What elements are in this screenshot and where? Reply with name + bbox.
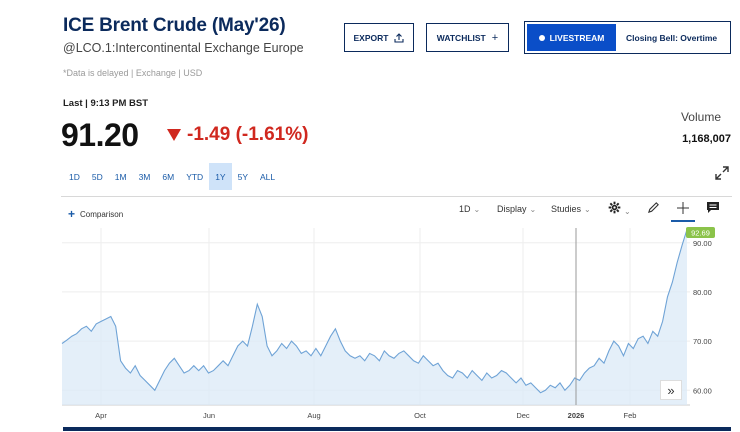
interval-dropdown[interactable]: 1D ⌄	[459, 204, 480, 214]
double-chevron-right-icon: »	[667, 382, 675, 398]
crosshair-active-underline	[671, 220, 695, 222]
range-6m[interactable]: 6M	[162, 171, 175, 182]
plus-icon: +	[68, 207, 76, 221]
last-update-time: Last | 9:13 PM BST	[63, 98, 149, 109]
range-ytd[interactable]: YTD	[186, 171, 204, 182]
down-arrow-icon	[167, 129, 181, 141]
scroll-right-button[interactable]: »	[660, 380, 682, 400]
comparison-button[interactable]: + Comparison	[68, 207, 123, 221]
display-label: Display	[497, 204, 527, 214]
chart-frame	[61, 196, 732, 428]
delayed-note: *Data is delayed | Exchange | USD	[63, 68, 203, 78]
chevron-down-icon: ⌄	[473, 205, 481, 214]
exchange-subtitle: @LCO.1:Intercontinental Exchange Europe	[63, 41, 304, 55]
chevron-down-icon: ⌄	[584, 205, 591, 214]
volume-value: 1,168,007	[682, 133, 731, 145]
range-1d[interactable]: 1D	[69, 171, 80, 182]
settings-dropdown[interactable]: ⌄	[608, 201, 631, 217]
range-selector: 1D 5D 1M 3M 6M YTD 1Y 5Y ALL	[63, 163, 281, 190]
price-change-value: -1.49 (-1.61%)	[187, 124, 309, 145]
range-1y[interactable]: 1Y	[209, 163, 232, 190]
crosshair-icon	[677, 202, 689, 214]
comment-button[interactable]	[706, 201, 720, 217]
range-all[interactable]: ALL	[260, 171, 276, 182]
chevron-down-icon: ⌄	[624, 207, 631, 216]
chevron-down-icon: ⌄	[529, 205, 537, 214]
export-button-label: EXPORT	[353, 32, 389, 43]
studies-dropdown[interactable]: Studies ⌄	[551, 204, 591, 214]
range-5d[interactable]: 5D	[91, 171, 103, 182]
plus-icon: +	[491, 31, 499, 44]
crosshair-button[interactable]	[671, 201, 695, 222]
instrument-title: ICE Brent Crude (May'26)	[63, 15, 286, 36]
livestream-button[interactable]: LIVESTREAM	[527, 24, 616, 51]
last-price: 91.20	[61, 117, 139, 153]
watchlist-button[interactable]: WATCHLIST +	[426, 23, 509, 52]
export-button[interactable]: EXPORT	[344, 23, 414, 52]
range-5y[interactable]: 5Y	[237, 171, 248, 182]
range-3m[interactable]: 3M	[138, 171, 151, 182]
studies-label: Studies	[551, 204, 582, 214]
live-dot-icon	[538, 34, 545, 41]
bottom-rule	[63, 427, 731, 431]
range-1m[interactable]: 1M	[114, 171, 127, 182]
gear-icon	[608, 201, 621, 214]
interval-label: 1D	[459, 204, 471, 214]
price-change: -1.49 (-1.61%)	[167, 124, 308, 146]
live-show-title[interactable]: Closing Bell: Overtime	[626, 32, 718, 43]
export-icon	[394, 32, 405, 43]
display-dropdown[interactable]: Display ⌄	[497, 204, 536, 214]
volume-label: Volume	[680, 110, 721, 124]
comment-icon	[707, 202, 719, 213]
livestream-widget[interactable]: LIVESTREAM Closing Bell: Overtime	[524, 21, 731, 54]
comparison-label: Comparison	[80, 209, 124, 219]
livestream-label: LIVESTREAM	[549, 32, 605, 43]
watchlist-button-label: WATCHLIST	[436, 32, 486, 43]
draw-tool-button[interactable]	[647, 201, 660, 217]
expand-icon[interactable]	[714, 165, 730, 181]
pencil-icon	[647, 202, 659, 214]
